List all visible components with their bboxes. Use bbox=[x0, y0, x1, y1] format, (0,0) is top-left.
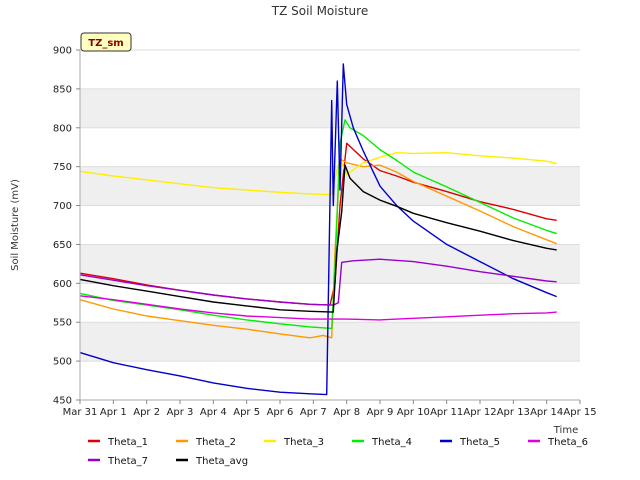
legend-label-theta-3: Theta_3 bbox=[283, 437, 324, 448]
x-tick-label: Apr 15 bbox=[563, 407, 596, 418]
y-tick-label: 750 bbox=[53, 162, 72, 173]
series-line-theta-4 bbox=[79, 119, 557, 330]
x-tick-label: Apr 5 bbox=[233, 407, 260, 418]
x-tick-label: Apr 14 bbox=[530, 407, 563, 418]
x-tick-label: Apr 3 bbox=[167, 407, 194, 418]
x-tick-label: Apr 8 bbox=[333, 407, 360, 418]
plot-band bbox=[80, 88, 580, 128]
y-tick-label: 650 bbox=[53, 240, 72, 251]
legend-label-theta-1: Theta_1 bbox=[107, 437, 148, 448]
legend-label-theta-7: Theta_7 bbox=[107, 456, 148, 467]
y-tick-label: 800 bbox=[53, 123, 72, 134]
y-tick-label: 900 bbox=[53, 46, 72, 57]
y-tick-label: 700 bbox=[53, 201, 72, 212]
station-badge: TZ_sm bbox=[80, 32, 132, 52]
x-tick-label: Apr 6 bbox=[267, 407, 294, 418]
station-badge-label: TZ_sm bbox=[88, 38, 123, 49]
x-tick-label: Apr 12 bbox=[463, 407, 496, 418]
chart-title: TZ Soil Moisture bbox=[271, 4, 368, 18]
y-tick-label: 850 bbox=[53, 84, 72, 95]
legend-label-theta-4: Theta_4 bbox=[371, 437, 412, 448]
x-tick-label: Apr 13 bbox=[497, 407, 530, 418]
y-tick-label: 600 bbox=[53, 279, 72, 290]
y-tick-label: 450 bbox=[53, 396, 72, 407]
x-tick-label: Apr 10 bbox=[397, 407, 430, 418]
y-tick-label: 500 bbox=[53, 357, 72, 368]
series-line-theta-6 bbox=[79, 295, 557, 321]
x-tick-label: Apr 9 bbox=[367, 407, 394, 418]
y-tick-label: 550 bbox=[53, 318, 72, 329]
legend-label-theta-6: Theta_6 bbox=[547, 437, 588, 448]
series-lines bbox=[79, 63, 557, 396]
series-line-theta-avg bbox=[79, 164, 557, 313]
x-tick-label: Mar 31 bbox=[63, 407, 98, 418]
x-tick-label: Apr 4 bbox=[200, 407, 227, 418]
x-tick-label: Apr 11 bbox=[430, 407, 463, 418]
legend: Theta_1 Theta_2 Theta_3 Theta_4 Theta_5 Theta… bbox=[88, 437, 588, 467]
x-tick-label: Apr 1 bbox=[100, 407, 127, 418]
station-badge-box bbox=[80, 32, 132, 52]
x-axis-label: Time bbox=[553, 425, 578, 436]
y-axis-label: Soil Moisture (mV) bbox=[10, 179, 21, 271]
plot-band bbox=[80, 244, 580, 284]
legend-label-theta-5: Theta_5 bbox=[459, 437, 500, 448]
series-line-theta-7 bbox=[79, 258, 557, 306]
x-tick-label: Apr 2 bbox=[133, 407, 160, 418]
series-line-theta-5 bbox=[79, 63, 557, 396]
legend-label-theta-2: Theta_2 bbox=[195, 437, 236, 448]
legend-label-theta-avg: Theta_avg bbox=[195, 456, 248, 467]
x-tick-label: Apr 7 bbox=[300, 407, 327, 418]
